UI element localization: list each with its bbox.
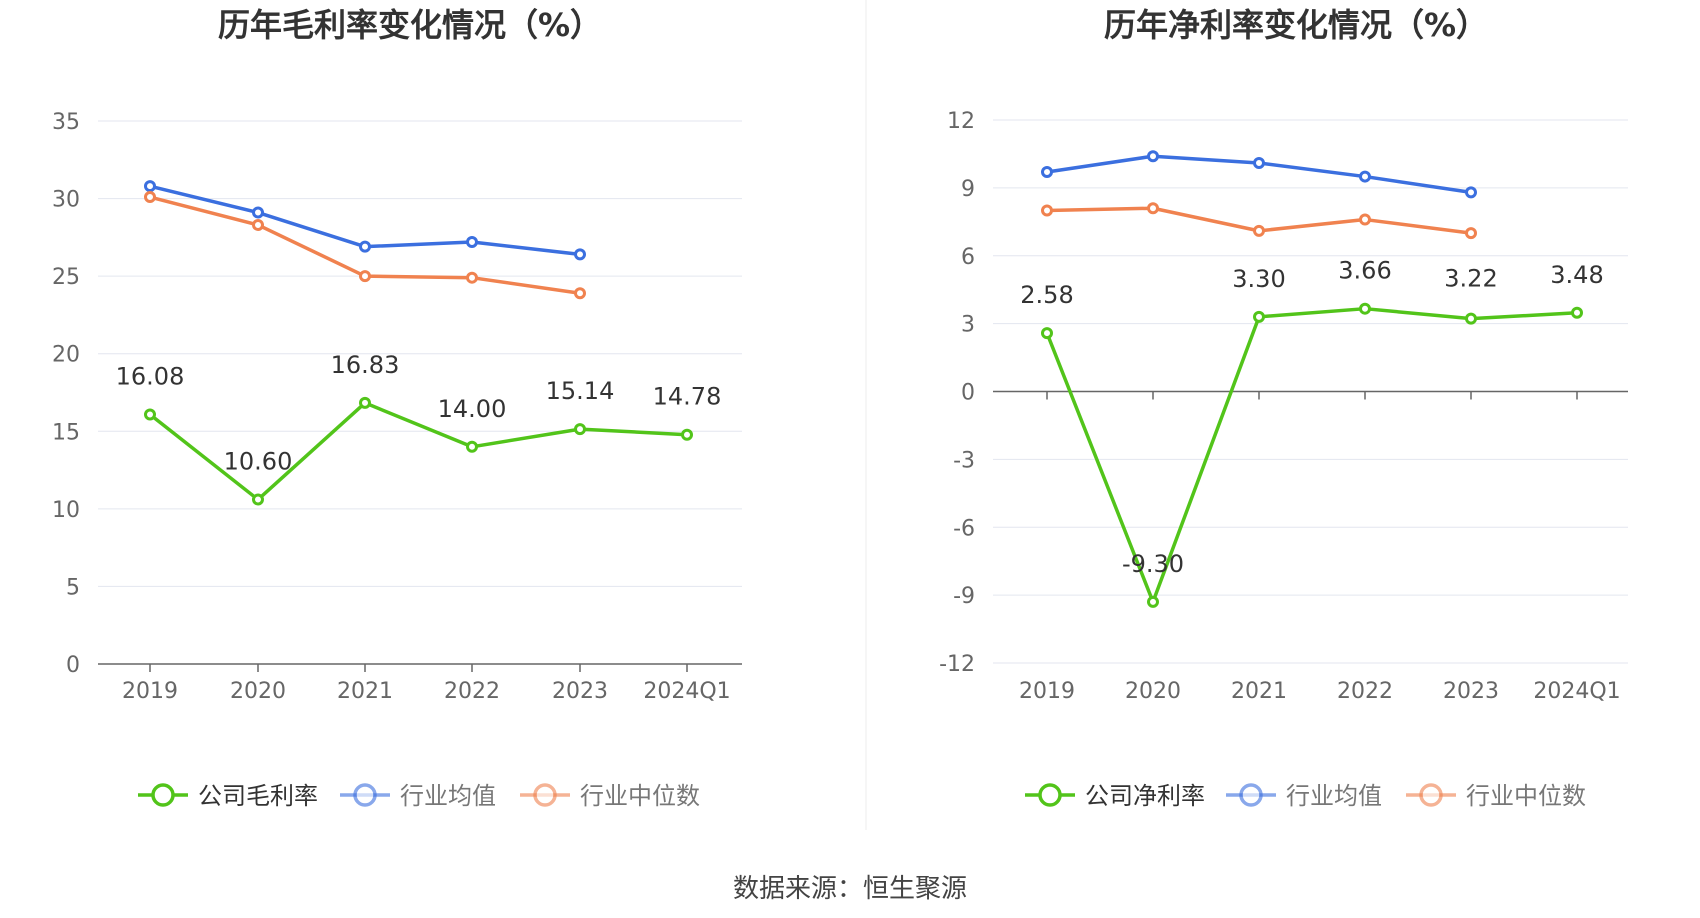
- x-tick-label: 2020: [1125, 679, 1181, 704]
- data-label: 14.78: [653, 383, 722, 411]
- y-tick-label: -6: [953, 516, 975, 541]
- chart-title-1: 历年毛利率变化情况（%）: [218, 6, 602, 44]
- data-point: [359, 396, 371, 409]
- y-tick-label: 12: [947, 109, 975, 134]
- data-point: [144, 180, 156, 193]
- x-tick-label: 2023: [1443, 679, 1499, 704]
- data-point: [1253, 224, 1265, 237]
- y-tick-label: -3: [953, 448, 975, 473]
- legend-label: 公司净利率: [1085, 782, 1205, 810]
- data-point: [1147, 150, 1159, 163]
- legend-label: 行业均值: [1286, 782, 1382, 810]
- data-point: [466, 236, 478, 249]
- legend-marker: [1239, 783, 1263, 807]
- y-tick-label: 0: [961, 381, 975, 406]
- series-line: [148, 401, 688, 502]
- data-label: 3.30: [1232, 265, 1285, 293]
- legend-marker: [1038, 783, 1062, 807]
- data-point: [252, 218, 264, 231]
- data-point: [466, 440, 478, 453]
- data-label: 3.48: [1550, 261, 1603, 289]
- data-point: [144, 408, 156, 421]
- legend-marker: [533, 783, 557, 807]
- data-source-note: 数据来源：恒生聚源: [732, 874, 967, 904]
- x-tick-label: 2021: [337, 679, 393, 704]
- legend-marker: [1419, 783, 1443, 807]
- data-point: [681, 428, 693, 441]
- x-tick-label: 2024Q1: [1533, 679, 1620, 704]
- y-tick-label: 20: [52, 343, 80, 368]
- y-tick-label: 10: [52, 498, 80, 523]
- legend-label: 行业中位数: [580, 782, 700, 810]
- data-label: 16.83: [331, 351, 400, 379]
- y-tick-label: 0: [66, 653, 80, 678]
- data-label: 16.08: [116, 363, 185, 391]
- data-label: 2.58: [1020, 281, 1073, 309]
- y-tick-label: 6: [961, 245, 975, 270]
- x-tick-label: 2020: [230, 679, 286, 704]
- legend-marker: [151, 783, 175, 807]
- data-label: 10.60: [224, 448, 293, 476]
- legend-label: 公司毛利率: [198, 782, 318, 810]
- data-point: [574, 423, 586, 436]
- y-tick-label: -12: [939, 652, 975, 677]
- data-point: [144, 191, 156, 204]
- data-point: [1359, 170, 1371, 183]
- data-point: [1147, 202, 1159, 215]
- data-point: [466, 271, 478, 284]
- y-tick-label: 25: [52, 265, 80, 290]
- x-tick-label: 2019: [1019, 679, 1075, 704]
- x-tick-label: 2022: [1337, 679, 1393, 704]
- data-label: -9.30: [1122, 550, 1184, 578]
- y-tick-label: 35: [52, 110, 80, 135]
- data-point: [1359, 302, 1371, 315]
- data-point: [574, 248, 586, 261]
- x-tick-label: 2022: [444, 679, 500, 704]
- data-label: 3.66: [1338, 257, 1391, 285]
- y-tick-label: 30: [52, 188, 80, 213]
- y-tick-label: -9: [953, 584, 975, 609]
- x-tick-label: 2024Q1: [643, 679, 730, 704]
- chart-title-2: 历年净利率变化情况（%）: [1104, 6, 1488, 44]
- y-tick-label: 15: [52, 420, 80, 445]
- data-point: [252, 206, 264, 219]
- data-point: [1041, 327, 1053, 340]
- y-tick-label: 5: [66, 575, 80, 600]
- data-point: [359, 270, 371, 283]
- series-line: [1045, 306, 1578, 604]
- data-label: 15.14: [546, 377, 615, 405]
- data-point: [252, 493, 264, 506]
- y-tick-label: 9: [961, 177, 975, 202]
- legend-label: 行业均值: [400, 782, 496, 810]
- data-point: [1147, 595, 1159, 608]
- x-tick-label: 2019: [122, 679, 178, 704]
- data-point: [1465, 227, 1477, 240]
- data-point: [359, 240, 371, 253]
- data-label: 3.22: [1444, 265, 1497, 293]
- data-point: [1041, 166, 1053, 179]
- data-point: [1253, 310, 1265, 323]
- data-point: [1359, 213, 1371, 226]
- data-point: [1465, 186, 1477, 199]
- legend-label: 行业中位数: [1466, 782, 1586, 810]
- data-point: [574, 287, 586, 300]
- data-point: [1041, 204, 1053, 217]
- data-point: [1465, 312, 1477, 325]
- data-point: [1571, 306, 1583, 319]
- x-tick-label: 2021: [1231, 679, 1287, 704]
- y-tick-label: 3: [961, 313, 975, 338]
- data-point: [1253, 156, 1265, 169]
- legend-marker: [353, 783, 377, 807]
- x-tick-label: 2023: [552, 679, 608, 704]
- data-label: 14.00: [438, 395, 507, 423]
